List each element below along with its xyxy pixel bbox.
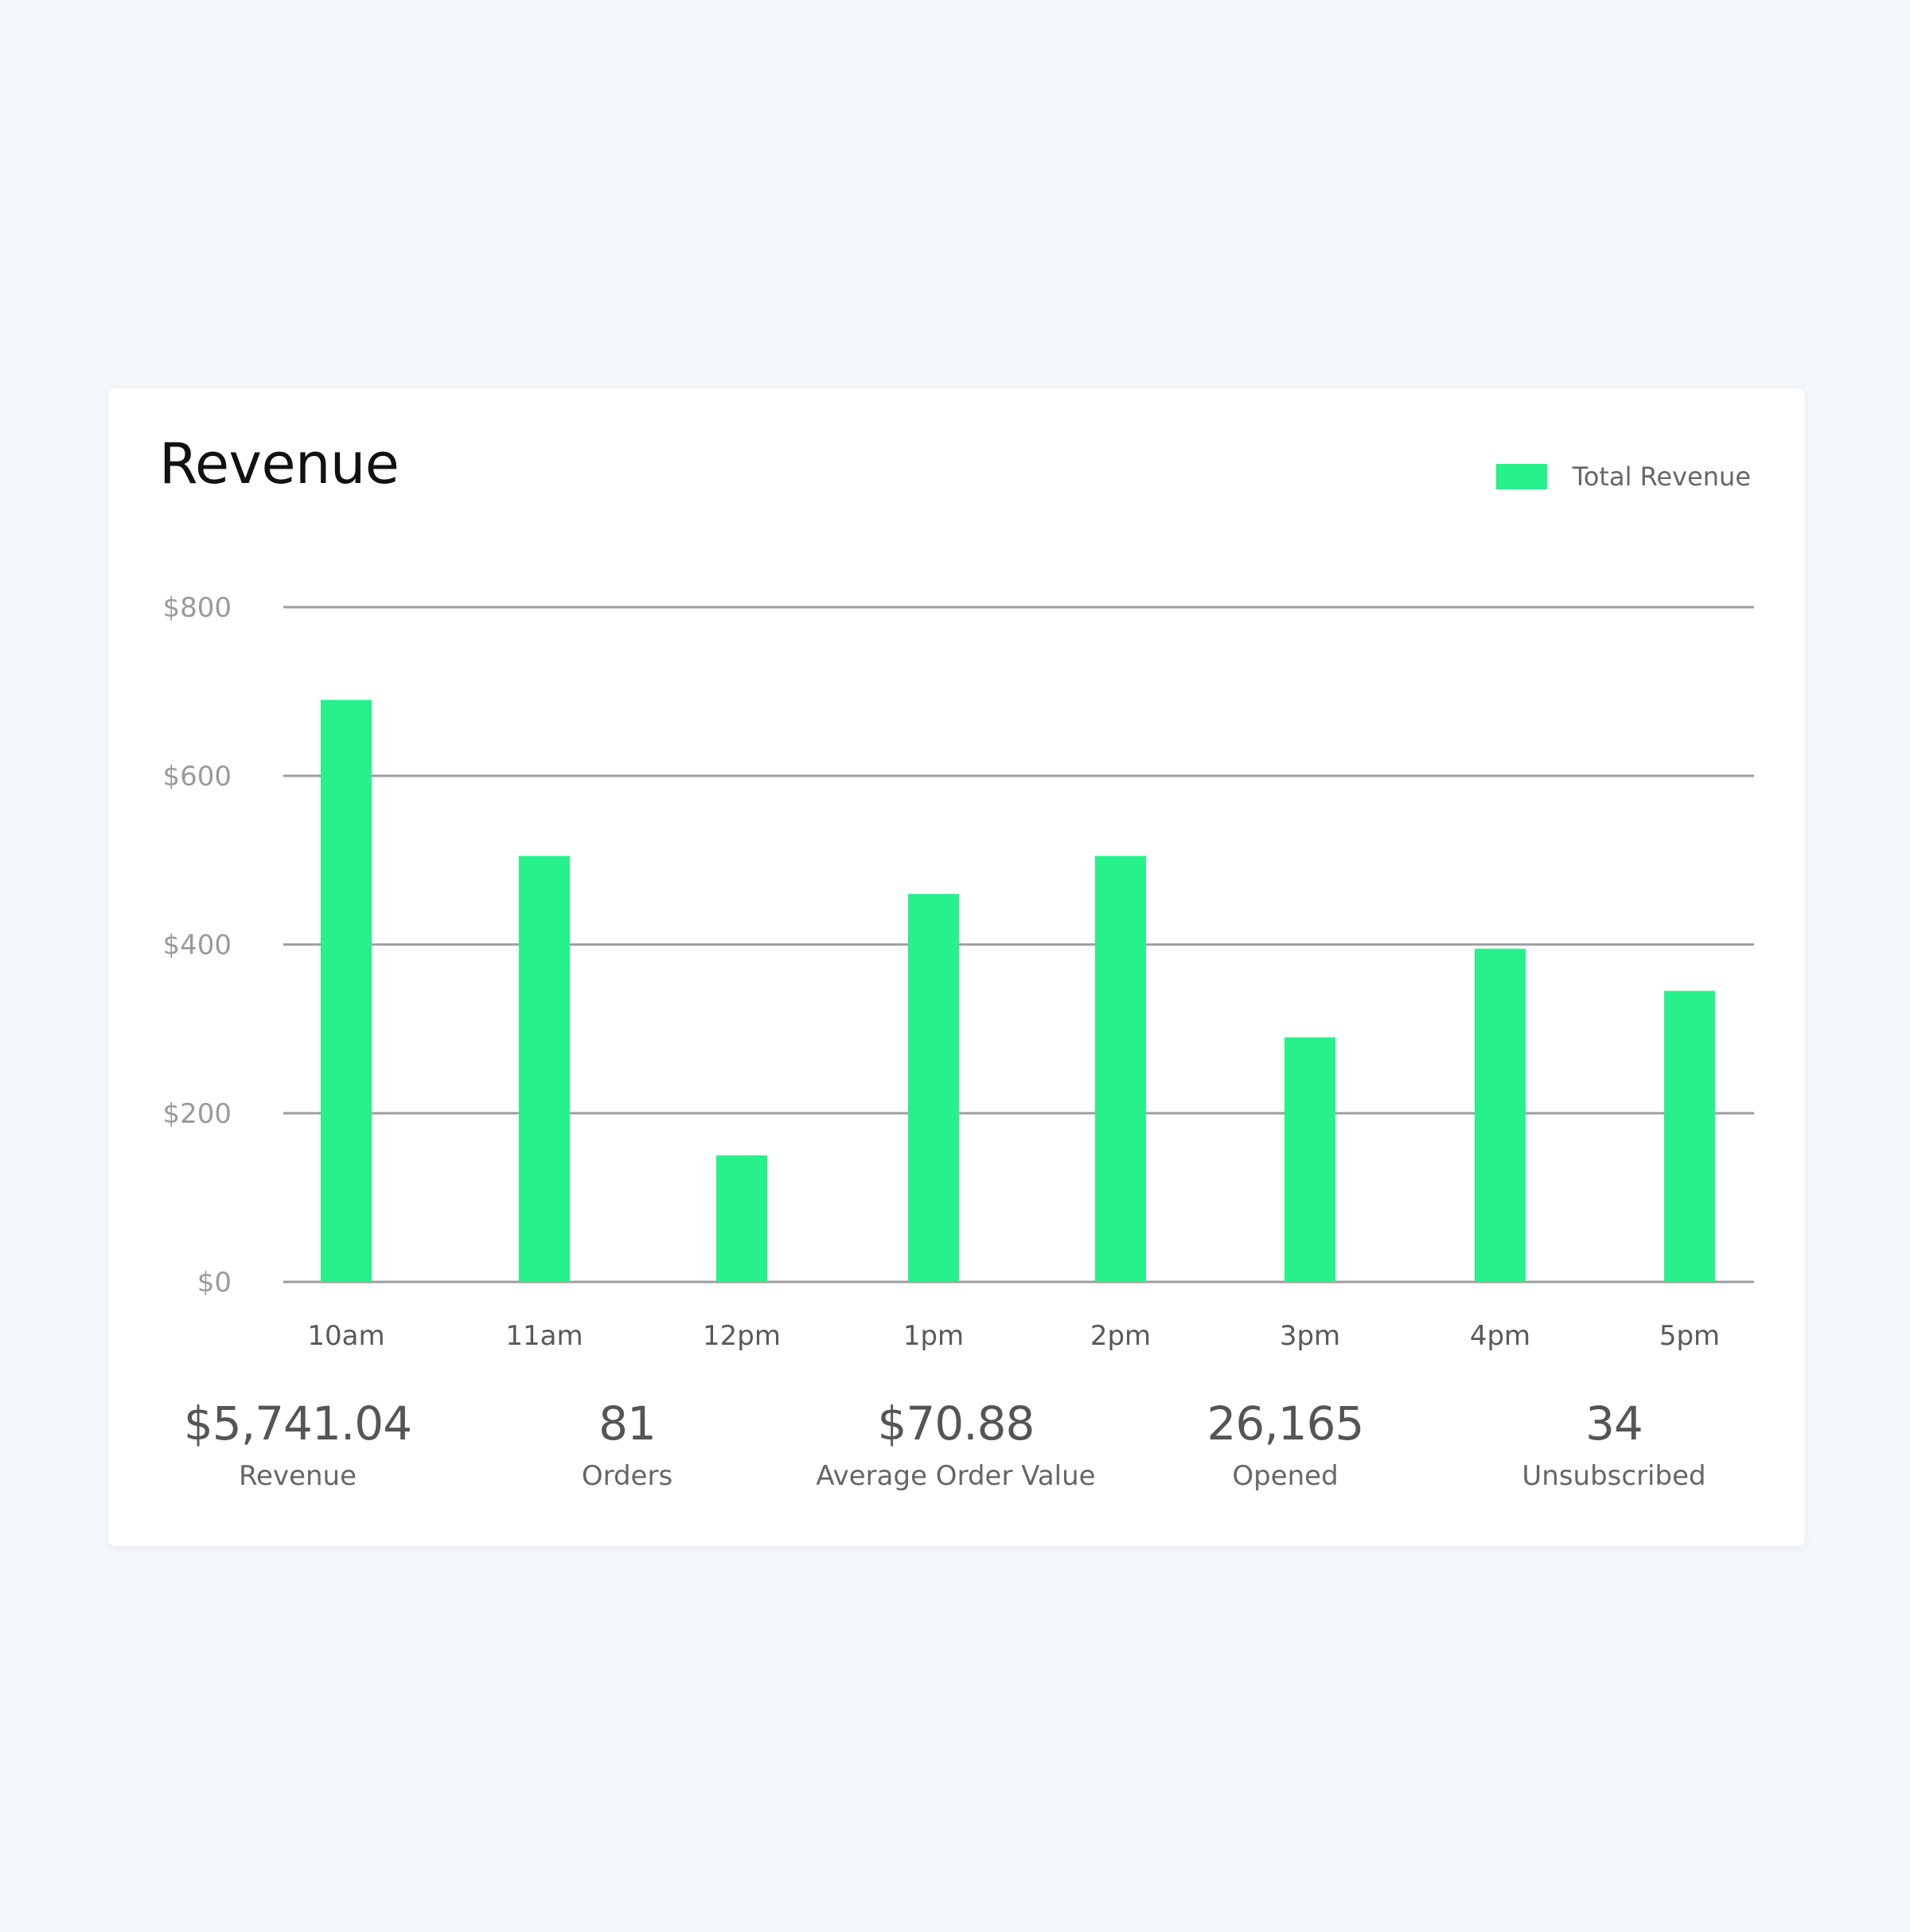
stat-value: 26,165 xyxy=(1206,1396,1365,1451)
legend-swatch xyxy=(1495,464,1547,489)
x-tick-label: 3pm xyxy=(1280,1320,1340,1352)
stat-label: Opened xyxy=(1232,1460,1339,1492)
stat-opened: 26,165 Opened xyxy=(1118,1400,1452,1490)
x-tick-label: 11am xyxy=(505,1320,583,1352)
y-tick-label: $800 xyxy=(162,592,232,624)
stat-value: $5,741.04 xyxy=(183,1396,412,1451)
bar-3pm[interactable] xyxy=(1284,1037,1335,1282)
bar-4pm[interactable] xyxy=(1475,948,1526,1282)
bar-11am[interactable] xyxy=(519,855,570,1282)
y-tick-label: $600 xyxy=(162,761,232,793)
y-tick-label: $0 xyxy=(197,1267,232,1299)
x-tick-label: 2pm xyxy=(1090,1320,1151,1352)
stat-orders: 81 Orders xyxy=(460,1400,794,1490)
x-axis-ticks: 10am 11am 12pm 1pm 2pm 3pm 4pm 5pm xyxy=(307,1320,1720,1352)
bar-12pm[interactable] xyxy=(716,1155,767,1282)
summary-stats: $5,741.04 Revenue 81 Orders $70.88 Avera… xyxy=(0,1400,1910,1504)
y-axis-ticks: $0 $200 $400 $600 $800 xyxy=(162,592,232,1299)
bar-1pm[interactable] xyxy=(908,894,959,1282)
legend-label: Total Revenue xyxy=(1572,462,1751,492)
chart-title: Revenue xyxy=(159,431,400,497)
x-tick-label: 10am xyxy=(307,1320,384,1352)
x-tick-label: 4pm xyxy=(1470,1320,1530,1352)
bars xyxy=(321,699,1715,1282)
x-tick-label: 12pm xyxy=(703,1320,781,1352)
stat-revenue: $5,741.04 Revenue xyxy=(131,1400,465,1490)
stat-value: 81 xyxy=(598,1396,657,1451)
bar-10am[interactable] xyxy=(321,699,372,1282)
y-tick-label: $400 xyxy=(162,929,232,961)
stat-unsubscribed: 34 Unsubscribed xyxy=(1447,1400,1781,1490)
stat-label: Unsubscribed xyxy=(1522,1460,1706,1492)
chart-legend: Total Revenue xyxy=(1495,462,1751,492)
stat-label: Orders xyxy=(581,1460,673,1492)
x-tick-label: 5pm xyxy=(1659,1320,1720,1352)
stat-value: 34 xyxy=(1585,1396,1643,1451)
bar-5pm[interactable] xyxy=(1664,991,1715,1282)
stat-label: Average Order Value xyxy=(816,1460,1096,1492)
stat-label: Revenue xyxy=(238,1460,357,1492)
gridlines xyxy=(283,606,1754,1283)
x-tick-label: 1pm xyxy=(903,1320,964,1352)
y-tick-label: $200 xyxy=(162,1098,232,1130)
stat-average-order-value: $70.88 Average Order Value xyxy=(789,1400,1123,1490)
stat-value: $70.88 xyxy=(877,1396,1035,1451)
bar-2pm[interactable] xyxy=(1095,855,1146,1282)
